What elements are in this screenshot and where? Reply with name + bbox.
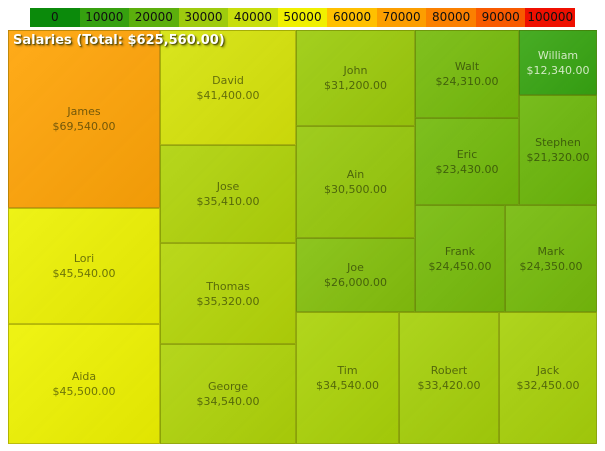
- cell-value-label: $32,450.00: [516, 379, 580, 392]
- legend-segment-70000: 70000: [376, 8, 427, 27]
- treemap-cell-stephen[interactable]: Stephen $21,320.00: [519, 95, 597, 205]
- treemap-cell-lori[interactable]: Lori $45,540.00: [8, 208, 160, 324]
- cell-value-label: $12,340.00: [526, 63, 590, 77]
- treemap-cell-ain[interactable]: Ain $30,500.00: [296, 126, 415, 238]
- treemap-cell-aida[interactable]: Aida $45,500.00: [8, 324, 160, 444]
- cell-value-label: $35,320.00: [196, 294, 260, 308]
- cell-value-label: $24,350.00: [519, 259, 583, 273]
- treemap-cell-james[interactable]: James $69,540.00: [8, 30, 160, 208]
- cell-value-label: $31,200.00: [324, 79, 387, 92]
- cell-name-label: Walt: [454, 60, 480, 73]
- treemap-cell-robert[interactable]: Robert $33,420.00: [399, 312, 499, 444]
- color-scale-legend: 0 10000 20000 30000 40000 50000 60000 70000 8000…: [30, 8, 576, 27]
- cell-value-label: $34,540.00: [196, 395, 260, 408]
- treemap-cell-jack[interactable]: Jack $32,450.00: [499, 312, 597, 444]
- cell-name-label: Robert: [430, 364, 468, 377]
- cell-name-label: William: [537, 48, 579, 62]
- cell-value-label: $30,500.00: [324, 183, 387, 196]
- legend-segment-30000: 30000: [178, 8, 229, 27]
- legend-segment-40000: 40000: [228, 8, 278, 27]
- cell-name-label: Jack: [536, 364, 560, 377]
- treemap-cell-jose[interactable]: Jose $35,410.00: [160, 145, 296, 243]
- cell-name-label: Aida: [71, 370, 97, 383]
- cell-value-label: $41,400.00: [196, 88, 260, 102]
- treemap-cell-joe[interactable]: Joe $26,000.00: [296, 238, 415, 312]
- legend-segment-80000: 80000: [426, 8, 476, 27]
- treemap-cell-thomas[interactable]: Thomas $35,320.00: [160, 243, 296, 344]
- cell-value-label: $45,500.00: [52, 385, 116, 398]
- legend-segment-100000: 100000: [525, 8, 576, 27]
- cell-value-label: $33,420.00: [417, 379, 481, 392]
- cell-value-label: $69,540.00: [52, 120, 116, 133]
- cell-name-label: John: [343, 64, 368, 77]
- treemap-cell-george[interactable]: George $34,540.00: [160, 344, 296, 444]
- cell-value-label: $24,450.00: [428, 259, 492, 273]
- legend-segment-60000: 60000: [327, 8, 377, 27]
- cell-value-label: $24,310.00: [435, 75, 499, 88]
- cell-value-label: $34,540.00: [316, 379, 379, 392]
- treemap-cell-walt[interactable]: Walt $24,310.00: [415, 30, 519, 118]
- treemap-cell-william[interactable]: William $12,340.00: [519, 30, 597, 95]
- cell-value-label: $21,320.00: [526, 151, 590, 164]
- legend-segment-20000: 20000: [129, 8, 179, 27]
- cell-name-label: George: [207, 380, 249, 393]
- legend-segment-10000: 10000: [79, 8, 130, 27]
- legend-segment-50000: 50000: [277, 8, 328, 27]
- cell-name-label: Eric: [456, 147, 478, 161]
- cell-name-label: Joe: [347, 261, 364, 274]
- legend-segment-0: 0: [30, 8, 80, 27]
- treemap-area: Salaries (Total: $625,560.00) James $69,5…: [8, 30, 597, 444]
- cell-name-label: James: [67, 105, 101, 118]
- treemap-cell-david[interactable]: David $41,400.00: [160, 30, 296, 145]
- cell-name-label: Thomas: [206, 279, 250, 293]
- cell-value-label: $45,540.00: [52, 267, 116, 280]
- chart-title: Salaries (Total: $625,560.00): [13, 33, 225, 48]
- cell-name-label: Tim: [337, 364, 358, 377]
- treemap-cell-eric[interactable]: Eric $23,430.00: [415, 118, 519, 205]
- cell-value-label: $26,000.00: [324, 276, 387, 289]
- cell-name-label: Frank: [444, 244, 476, 258]
- cell-value-label: $23,430.00: [435, 162, 499, 176]
- cell-name-label: David: [212, 73, 244, 87]
- cell-name-label: Jose: [216, 180, 240, 193]
- cell-name-label: Mark: [537, 244, 565, 258]
- treemap-cell-tim[interactable]: Tim $34,540.00: [296, 312, 399, 444]
- cell-name-label: Lori: [73, 252, 95, 265]
- cell-name-label: Ain: [346, 168, 365, 181]
- legend-segment-90000: 90000: [475, 8, 526, 27]
- treemap-cell-mark[interactable]: Mark $24,350.00: [505, 205, 597, 312]
- cell-value-label: $35,410.00: [196, 195, 260, 208]
- treemap-cell-john[interactable]: John $31,200.00: [296, 30, 415, 126]
- treemap-cell-frank[interactable]: Frank $24,450.00: [415, 205, 505, 312]
- cell-name-label: Stephen: [535, 136, 581, 149]
